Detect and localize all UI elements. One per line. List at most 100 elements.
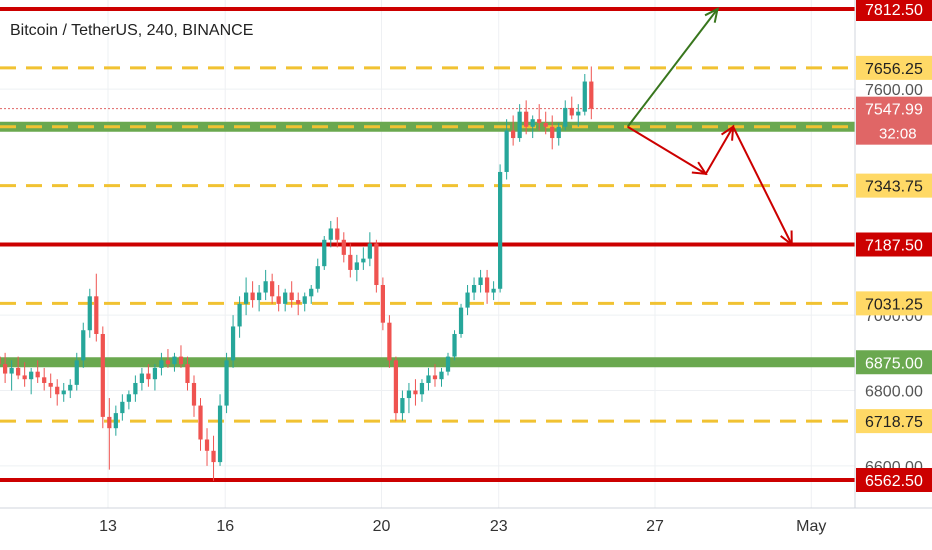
support-price-badge-bg	[856, 350, 932, 375]
arrow-head	[704, 7, 719, 23]
time-axis-label: 13	[99, 518, 117, 535]
candle-body	[556, 126, 561, 139]
candle-body	[113, 413, 118, 429]
time-axis-label: 27	[646, 518, 664, 535]
candle-body	[2, 364, 8, 374]
candle-body	[107, 416, 112, 429]
candle-body	[400, 398, 405, 414]
price-axis-label: 7600.00	[865, 82, 923, 99]
candle-body	[309, 288, 314, 297]
candle-body	[55, 386, 60, 395]
candle-body	[380, 285, 385, 323]
candle-body	[406, 390, 412, 399]
candle-body	[61, 390, 66, 395]
price-axis-label: 6800.00	[865, 384, 923, 401]
candle-body	[120, 401, 125, 414]
candle-body	[530, 119, 535, 127]
candle-body	[341, 239, 346, 255]
candle-body	[367, 243, 372, 259]
support-band	[0, 357, 855, 368]
candle-body	[517, 111, 522, 139]
candle-body	[335, 228, 340, 240]
level-price-badge: 7343.75	[865, 179, 923, 196]
level-price-badge-bg	[856, 291, 932, 316]
time-axis-label: May	[796, 518, 826, 535]
candle-body	[445, 356, 451, 372]
candle-body	[374, 243, 379, 286]
candle-body	[387, 322, 392, 361]
price-axis	[855, 0, 932, 550]
candle-body	[48, 382, 53, 387]
candle-body	[537, 119, 542, 123]
candle-body	[29, 371, 34, 380]
candle-body	[361, 258, 366, 263]
arrow-head	[691, 161, 708, 176]
projection-arrow	[627, 124, 793, 245]
time-axis-label: 20	[373, 518, 391, 535]
candle-body	[491, 288, 496, 293]
current-price-label: 7547.99	[865, 102, 923, 119]
current-price-badge-bg	[856, 96, 932, 145]
candle-body	[419, 382, 425, 395]
candle-body	[589, 81, 594, 109]
arrow-head	[720, 124, 735, 141]
support-price-badge: 6875.00	[865, 355, 923, 372]
level-price-badge-bg	[856, 55, 932, 80]
candle-body	[87, 296, 92, 331]
time-axis-label: 23	[490, 518, 508, 535]
candle-body	[16, 367, 21, 376]
candle-body	[159, 360, 164, 368]
candle-body	[9, 367, 14, 374]
candle-body	[237, 303, 242, 327]
resistance-price-badge-bg	[856, 468, 932, 492]
candle-body	[263, 281, 268, 293]
candle-body	[289, 292, 294, 301]
candle-body	[152, 367, 158, 380]
candle-body	[504, 130, 509, 172]
candle-body	[257, 292, 262, 301]
candle-body	[224, 360, 229, 406]
candle-body	[68, 384, 73, 391]
candle-body	[22, 375, 27, 380]
level-price-badge: 6718.75	[865, 414, 923, 431]
candle-body	[276, 296, 281, 304]
candle-body	[563, 107, 568, 127]
candle-body	[569, 107, 574, 116]
candle-body	[478, 277, 483, 286]
candle-body	[296, 300, 301, 304]
candle-body	[471, 285, 477, 293]
candle-body	[315, 266, 320, 289]
resistance-price-badge: 7812.50	[865, 2, 923, 19]
candle-body	[348, 254, 353, 270]
candle-body	[35, 371, 40, 378]
resistance-price-badge-bg	[856, 232, 932, 257]
candle-body	[185, 364, 190, 383]
candle-body	[270, 281, 275, 297]
candle-body	[94, 296, 99, 334]
candle-body	[0, 356, 1, 365]
chart-title: Bitcoin / TetherUS, 240, BINANCE	[10, 22, 254, 39]
candle-body	[452, 333, 457, 357]
level-price-badge: 7031.25	[865, 296, 923, 313]
candle-body	[133, 382, 138, 395]
arrow-head	[780, 230, 793, 247]
time-axis-label: 16	[216, 518, 234, 535]
candle-body	[322, 239, 327, 267]
candle-body	[204, 439, 210, 451]
candle-body	[328, 228, 333, 240]
candle-body	[524, 111, 529, 127]
candle-body	[243, 292, 249, 304]
candle-body	[42, 377, 47, 383]
level-price-badge: 7656.25	[865, 61, 923, 78]
candle-body	[498, 171, 503, 289]
resistance-price-badge: 7187.50	[865, 238, 923, 255]
candle-body	[230, 326, 236, 361]
candle-body	[74, 360, 79, 385]
candle-body	[393, 360, 399, 414]
candle-body	[582, 81, 587, 112]
candle-body	[100, 333, 105, 417]
candle-body	[126, 394, 131, 402]
